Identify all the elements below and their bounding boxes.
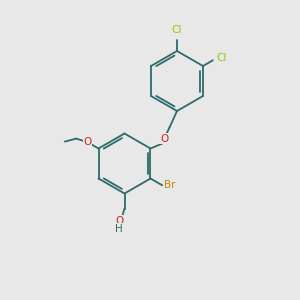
Text: O: O <box>115 215 123 226</box>
Text: Br: Br <box>164 180 175 190</box>
Text: O: O <box>160 134 168 144</box>
Text: H: H <box>115 224 122 234</box>
Text: Cl: Cl <box>172 26 182 35</box>
Text: O: O <box>83 137 92 147</box>
Text: Cl: Cl <box>217 53 227 63</box>
